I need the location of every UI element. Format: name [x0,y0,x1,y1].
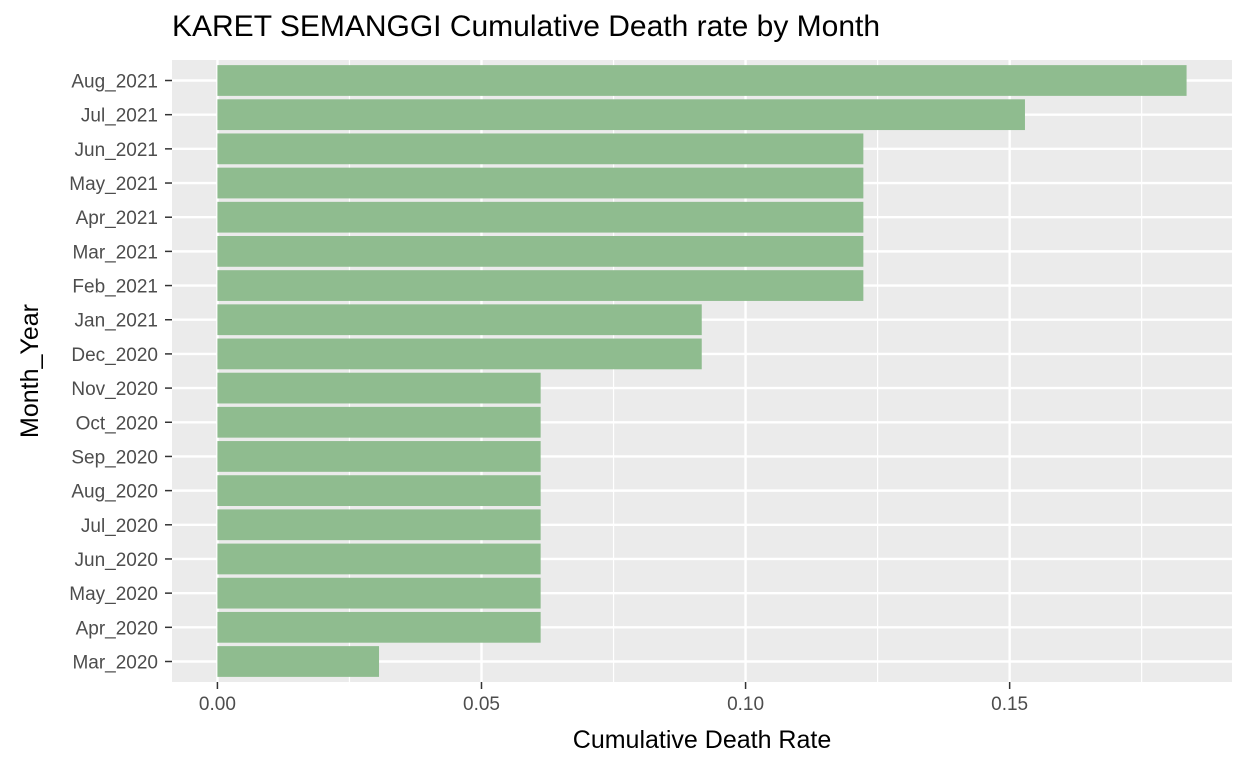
y-tick-label: Jul_2020 [81,516,158,537]
y-tick-label: Sep_2020 [71,447,158,468]
y-tick-label: Mar_2020 [72,652,158,673]
bar-Nov_2020 [217,372,541,404]
y-tick-label: Feb_2021 [72,277,158,298]
bar-Dec_2020 [217,338,702,370]
y-tick-label: Dec_2020 [71,345,158,366]
y-axis: Mar_2020 Apr_2020 May_2020 Jun_2020 Jul_2020… [69,72,172,673]
bar-May_2021 [217,167,864,199]
x-axis-title: Cumulative Death Rate [573,726,831,754]
bar-Mar_2020 [217,646,380,677]
bar-Apr_2020 [217,611,541,643]
bar-Jun_2020 [217,543,541,575]
y-tick-label: Oct_2020 [76,413,158,434]
x-tick-label: 0.05 [463,694,500,715]
bar-Oct_2020 [217,406,541,438]
y-tick-label: Aug_2020 [71,482,158,503]
x-tick-label: 0.10 [727,694,764,715]
bar-Sep_2020 [217,441,541,472]
bar-Aug_2020 [217,475,541,506]
y-tick-label: Mar_2021 [72,242,158,263]
chart-title: KARET SEMANGGI Cumulative Death rate by … [172,10,881,43]
y-tick-label: Jun_2020 [75,550,158,571]
bar-Feb_2021 [217,270,864,301]
bars [217,65,1187,677]
bar-Aug_2021 [217,65,1187,96]
x-tick-label: 0.15 [991,694,1028,715]
x-axis: 0.00 0.05 0.10 0.15 [199,682,1028,715]
bar-Jul_2021 [217,99,1025,131]
y-tick-label: May_2020 [69,584,158,605]
bar-Jun_2021 [217,133,864,165]
y-tick-label: Jan_2021 [75,311,158,332]
bar-Mar_2021 [217,236,864,267]
y-tick-label: Apr_2020 [76,618,158,639]
bar-Jan_2021 [217,304,702,336]
y-tick-label: Jul_2021 [81,106,158,127]
bar-Apr_2021 [217,201,864,233]
y-tick-label: May_2021 [69,174,158,195]
y-tick-label: Nov_2020 [71,379,158,400]
y-tick-label: Jun_2021 [75,140,158,161]
y-tick-label: Apr_2021 [76,208,158,229]
bar-May_2020 [217,577,541,609]
y-axis-title: Month_Year [16,304,44,438]
x-tick-label: 0.00 [199,694,236,715]
bar-Jul_2020 [217,509,541,541]
y-tick-label: Aug_2021 [71,72,158,93]
